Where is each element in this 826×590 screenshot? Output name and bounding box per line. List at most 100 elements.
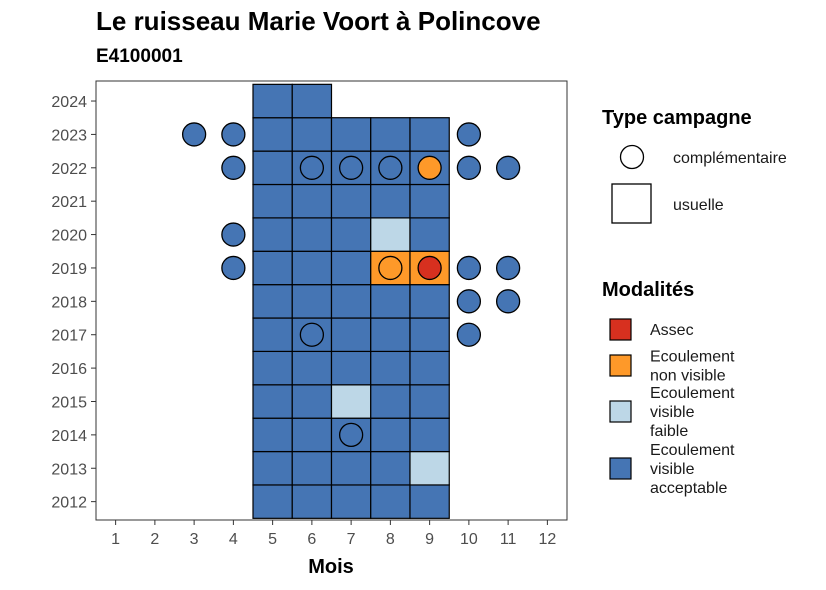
legend-key-0 [609, 318, 632, 341]
tile-2021-6 [291, 183, 333, 219]
legend-label: Assec [650, 322, 694, 339]
tile-2018-5 [252, 284, 293, 319]
tile-2018-6 [291, 284, 333, 319]
legend-key-3 [609, 457, 632, 480]
point-2022-6 [299, 155, 325, 180]
point-2022-11 [495, 155, 521, 180]
tile-2016-9 [409, 350, 450, 386]
tile-2020-5 [252, 217, 293, 252]
point-2017-6 [299, 322, 325, 347]
tile-2013-6 [291, 450, 333, 486]
y-tick-label: 2014 [51, 428, 87, 445]
tile-2023-9 [409, 117, 450, 152]
tile-2022-5 [252, 150, 293, 186]
legend-modalites-title: Modalités [602, 279, 694, 301]
point-2023-10 [456, 122, 482, 147]
x-axis-label: Mois [308, 556, 354, 578]
point-2014-7 [338, 422, 364, 448]
legend-type-title: Type campagne [602, 107, 752, 129]
tile-2020-7 [330, 217, 372, 252]
tile-2021-9 [409, 183, 450, 219]
point-2020-4 [221, 222, 246, 247]
tile-2014-5 [252, 417, 293, 453]
point-2023-3 [181, 122, 207, 147]
point-2022-10 [456, 155, 482, 180]
point-2018-11 [495, 289, 521, 314]
panel-border [95, 80, 568, 521]
y-tick-label: 2023 [51, 127, 87, 144]
x-tick-label: 4 [229, 531, 238, 548]
point-2022-4 [221, 155, 246, 180]
legend-type-key-usuelle [611, 183, 652, 224]
point-2019-9 [417, 255, 442, 281]
x-tick-label: 3 [190, 531, 199, 548]
point-2019-11 [495, 255, 521, 281]
legend-type-label: usuelle [673, 197, 724, 214]
tile-2014-6 [291, 417, 333, 453]
x-tick-label: 12 [538, 531, 556, 548]
tile-2017-7 [330, 317, 372, 353]
y-tick-label: 2015 [51, 394, 87, 411]
tile-2012-9 [409, 484, 450, 519]
x-tick-label: 1 [111, 531, 120, 548]
tile-2015-6 [291, 384, 333, 419]
tile-2023-6 [291, 117, 333, 152]
legend-type-label: complémentaire [673, 150, 787, 167]
y-tick-label: 2018 [51, 294, 87, 311]
tile-2012-8 [370, 484, 411, 519]
tile-2015-5 [252, 384, 293, 419]
point-2022-9 [417, 155, 442, 180]
point-2019-10 [456, 255, 482, 281]
legend-label: faible [650, 423, 688, 440]
tile-2014-9 [409, 417, 450, 453]
x-tick-label: 10 [460, 531, 478, 548]
legend-key-1 [609, 354, 632, 377]
tile-2021-8 [370, 183, 411, 219]
y-tick-label: 2022 [51, 161, 87, 178]
tile-2015-7 [330, 384, 372, 419]
y-tick-label: 2020 [51, 228, 87, 245]
tile-2016-5 [252, 350, 293, 386]
tile-2012-7 [330, 484, 372, 519]
y-tick-label: 2017 [51, 328, 87, 345]
tile-2017-8 [370, 317, 411, 353]
tile-2017-9 [409, 317, 450, 353]
x-tick-label: 2 [150, 531, 159, 548]
tile-2015-8 [370, 384, 411, 419]
tile-2021-7 [330, 183, 372, 219]
y-tick-label: 2024 [51, 94, 87, 111]
chart-title: Le ruisseau Marie Voort à Polincove [96, 6, 541, 36]
legend-key-2 [609, 400, 632, 423]
tile-2024-6 [291, 83, 333, 119]
legend-label: visible [650, 461, 695, 478]
tile-2013-8 [370, 450, 411, 486]
point-2019-8 [378, 255, 403, 281]
tile-2020-6 [291, 217, 333, 252]
point-2022-7 [338, 155, 364, 180]
tile-2019-7 [330, 250, 372, 286]
legend-label: Ecoulement [650, 385, 735, 402]
legend: Type campagne complémentaire usuelle Modali… [602, 107, 787, 497]
legend-type-key-complementaire [619, 144, 645, 170]
tile-2019-6 [291, 250, 333, 286]
tile-2013-7 [330, 450, 372, 486]
point-2017-10 [456, 322, 482, 347]
x-tick-label: 5 [268, 531, 277, 548]
tile-2013-5 [252, 450, 293, 486]
tile-2023-7 [330, 117, 372, 152]
complementaire-points [95, 80, 568, 521]
y-tick-label: 2012 [51, 495, 87, 512]
tile-2012-6 [291, 484, 333, 519]
y-tick-label: 2013 [51, 461, 87, 478]
x-tick-label: 7 [347, 531, 356, 548]
tile-2012-5 [252, 484, 293, 519]
tile-2016-6 [291, 350, 333, 386]
x-tick-label: 9 [425, 531, 434, 548]
tile-2021-5 [252, 183, 293, 219]
axes: 1 2 3 4 5 6 7 8 9 10 11 122012201320142015201620172… [51, 94, 556, 548]
point-2022-8 [378, 155, 403, 180]
legend-label: acceptable [650, 480, 727, 497]
y-tick-label: 2019 [51, 261, 87, 278]
tile-2017-5 [252, 317, 293, 353]
